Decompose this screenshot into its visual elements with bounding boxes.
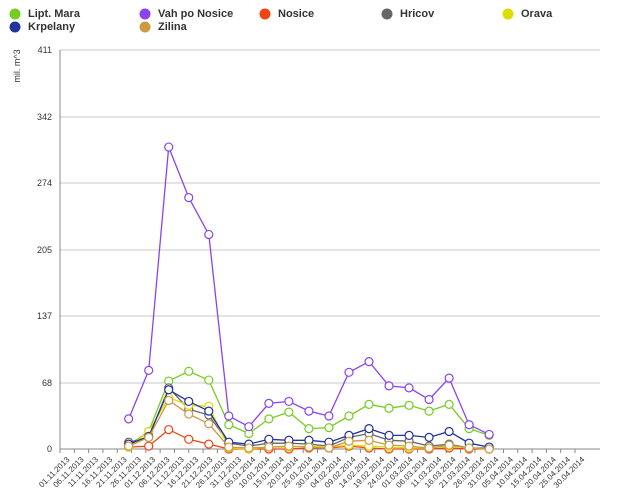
point <box>444 440 454 450</box>
point <box>464 420 474 430</box>
point <box>304 442 314 452</box>
point <box>384 430 394 441</box>
point <box>484 444 494 454</box>
point <box>264 398 274 408</box>
point <box>204 439 214 449</box>
point <box>324 411 334 421</box>
point <box>384 440 394 450</box>
point <box>264 414 274 424</box>
y-tick-label: 274 <box>37 178 52 188</box>
point <box>444 399 454 409</box>
point <box>324 423 334 433</box>
point <box>244 443 254 453</box>
series-line <box>128 146 490 435</box>
legend-label: Zilina <box>158 21 188 33</box>
y-tick-label: 342 <box>37 112 52 122</box>
legend-marker <box>139 8 151 20</box>
point <box>284 396 294 407</box>
point <box>424 432 434 442</box>
point <box>464 443 474 453</box>
point <box>164 424 174 435</box>
point <box>164 395 174 406</box>
point <box>184 366 194 376</box>
legend-label: Lipt. Mara <box>28 8 81 20</box>
point <box>424 443 434 453</box>
legend-marker <box>502 8 514 20</box>
point <box>144 365 154 375</box>
point <box>184 409 194 419</box>
point <box>424 406 434 416</box>
point <box>204 229 214 240</box>
point <box>144 432 154 442</box>
point <box>164 142 174 152</box>
legend-marker <box>381 8 393 20</box>
point <box>304 424 314 434</box>
legend-marker <box>259 8 271 20</box>
point <box>204 375 214 385</box>
legend-marker <box>139 21 151 33</box>
point <box>444 373 454 383</box>
point <box>404 441 414 451</box>
y-tick-label: 205 <box>37 245 52 255</box>
y-tick-label: 68 <box>42 378 52 388</box>
point <box>284 407 294 417</box>
point <box>264 442 274 452</box>
legend-label: Nosice <box>278 8 314 20</box>
y-tick-label: 411 <box>38 45 52 55</box>
point <box>364 357 374 367</box>
point <box>404 383 414 393</box>
point <box>124 414 134 424</box>
y-tick-label: 137 <box>37 311 52 321</box>
point <box>364 424 374 434</box>
point <box>444 426 454 437</box>
y-tick-label: 0 <box>47 444 52 454</box>
point <box>244 422 254 432</box>
point <box>224 411 234 421</box>
point <box>224 420 234 430</box>
y-axis-label: mil. m^3 <box>12 49 22 82</box>
legend-marker <box>9 21 21 33</box>
point <box>404 400 414 410</box>
legend-label: Orava <box>521 8 553 20</box>
point <box>304 406 314 416</box>
point <box>384 403 394 413</box>
legend-label: Vah po Nosice <box>158 8 233 20</box>
point <box>344 411 354 421</box>
point <box>324 443 334 453</box>
point <box>144 441 154 451</box>
point <box>364 435 374 445</box>
legend-marker <box>9 8 21 20</box>
point <box>424 394 434 405</box>
point <box>124 441 134 451</box>
point <box>284 441 294 451</box>
point <box>344 367 354 377</box>
point <box>164 385 174 395</box>
point <box>484 429 494 440</box>
point <box>384 381 394 391</box>
legend-label: Hricov <box>400 8 435 20</box>
point <box>344 436 354 446</box>
point <box>224 442 234 452</box>
point <box>204 419 214 429</box>
point <box>184 396 194 407</box>
point <box>184 192 194 203</box>
point <box>264 434 274 444</box>
point <box>404 430 414 441</box>
point <box>184 434 194 444</box>
legend-label: Krpelany <box>28 21 76 33</box>
point <box>364 399 374 409</box>
point <box>204 406 214 416</box>
